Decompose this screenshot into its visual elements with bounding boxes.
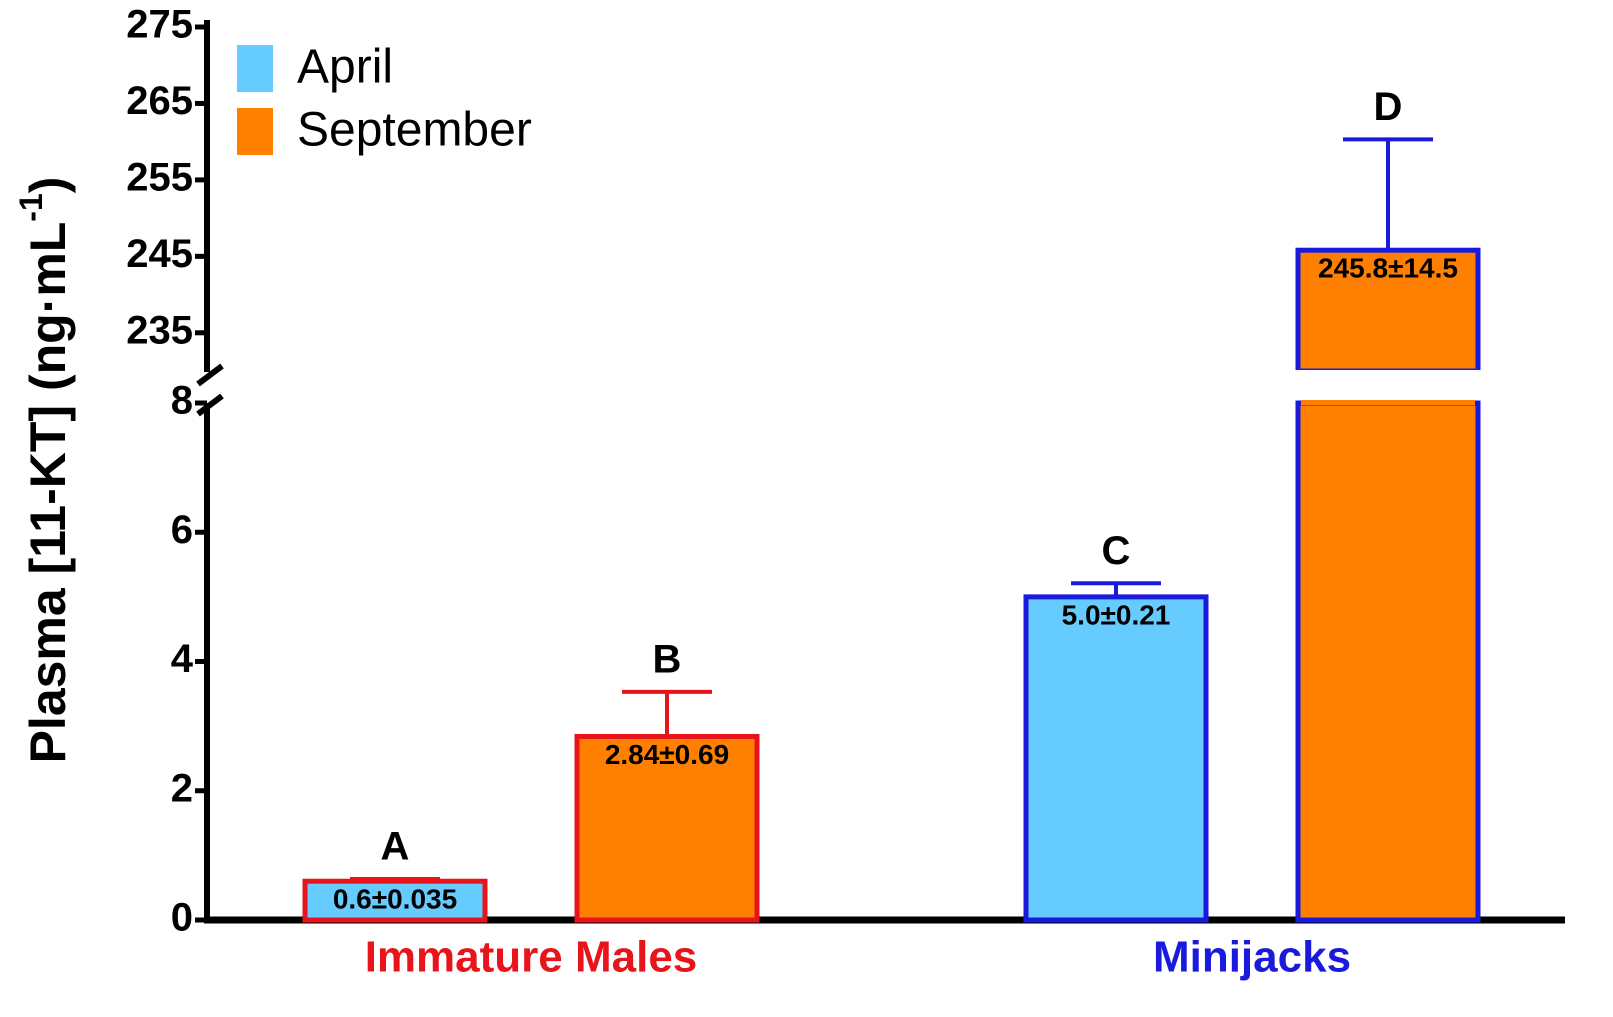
y-tick-label: 275 — [126, 3, 193, 47]
legend-label: April — [297, 41, 393, 94]
bar-break-cover — [1294, 370, 1482, 374]
bar — [1023, 594, 1209, 923]
y-tick-label: 4 — [171, 637, 194, 681]
y-tick-label: 255 — [126, 155, 193, 199]
x-tick-label: Immature Males — [365, 933, 698, 982]
value-label: 2.84±0.69 — [605, 739, 729, 770]
value-label: 0.6±0.035 — [333, 884, 457, 915]
significance-label: A — [381, 825, 410, 869]
value-label: 245.8±14.5 — [1318, 253, 1458, 284]
y-axis-label: Plasma [11-KT] (ng·mL-1) — [13, 177, 76, 764]
significance-label: B — [653, 637, 682, 681]
y-tick-label: 0 — [171, 896, 193, 940]
bar — [574, 733, 760, 923]
y-tick-label: 6 — [171, 508, 193, 552]
axis-break — [196, 393, 224, 417]
legend-label: September — [297, 104, 532, 157]
legend-swatch — [237, 108, 273, 155]
y-tick-label: 245 — [126, 232, 193, 276]
significance-label: C — [1102, 529, 1131, 573]
x-tick-label: Minijacks — [1153, 933, 1351, 982]
y-tick-label: 2 — [171, 766, 193, 810]
y-label-sup: -1 — [13, 193, 49, 221]
y-label-main: Plasma [11-KT] (ng·mL — [20, 222, 76, 764]
legend-swatch — [237, 45, 273, 92]
y-tick-label: 265 — [126, 79, 193, 123]
significance-label: D — [1374, 85, 1403, 129]
value-label: 5.0±0.21 — [1062, 599, 1171, 630]
y-tick-label: 8 — [171, 379, 193, 423]
bar-break-cover — [1301, 400, 1475, 405]
bar — [302, 878, 488, 923]
axis-break — [196, 363, 224, 387]
bar — [1295, 400, 1481, 923]
y-label-end: ) — [20, 177, 76, 194]
y-tick-label: 235 — [126, 308, 193, 352]
